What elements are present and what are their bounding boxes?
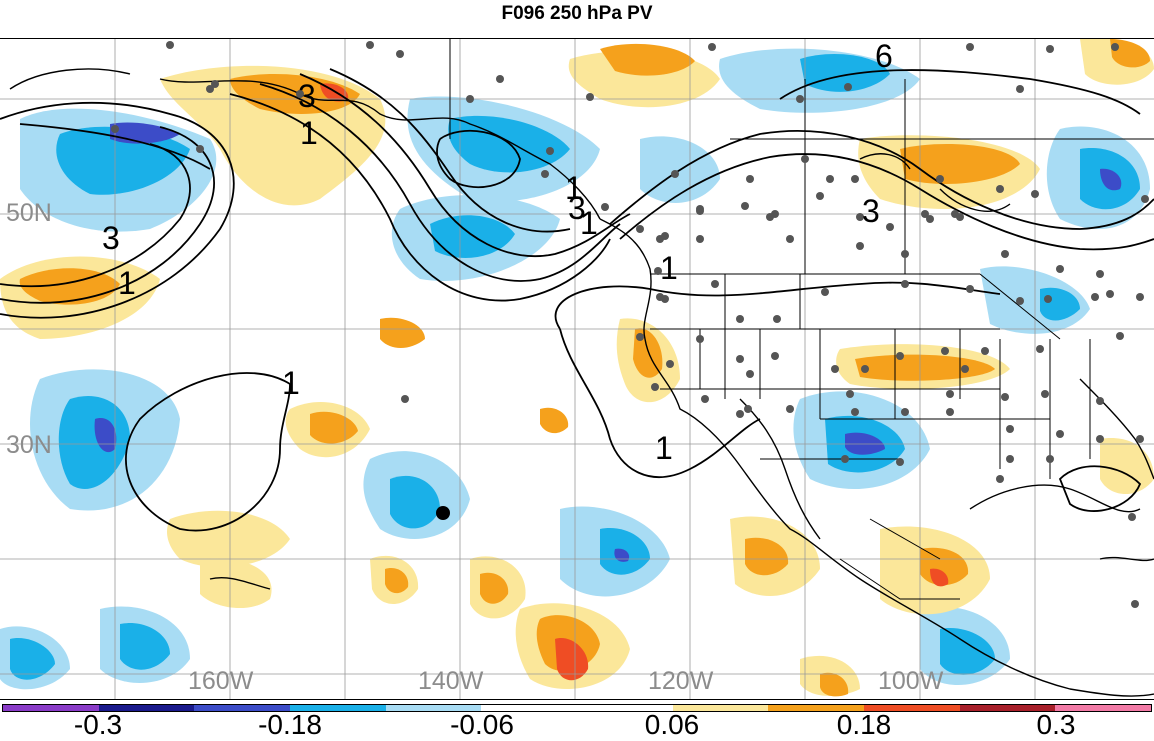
lat-label-30n: 30N (6, 431, 52, 459)
political-borders (449, 39, 1154, 600)
station-dots (111, 41, 1149, 608)
colorbar-label: -0.06 (450, 709, 514, 740)
lat-label-50n: 50N (6, 199, 52, 227)
lon-label-100w: 100W (878, 667, 944, 695)
lon-label-120w: 120W (648, 667, 714, 695)
contour-label: 3 (298, 78, 316, 114)
negative-pv-mid-areas (10, 54, 1140, 680)
contour-label: 1 (660, 250, 678, 286)
colorbar-swatch (98, 705, 195, 711)
contour-label: 1 (655, 430, 673, 466)
contour-label: 1 (118, 265, 136, 301)
colorbar-swatch (3, 705, 99, 711)
positive-pv-red-areas (320, 83, 949, 681)
map-title: F096 250 hPa PV (501, 3, 653, 24)
colorbar-swatch (864, 705, 960, 711)
contour-label: 1 (282, 365, 300, 401)
colorbar-swatch (1055, 705, 1152, 711)
coastlines (9, 68, 1154, 697)
colorbar-swatch (768, 705, 865, 711)
contour-label: 6 (875, 39, 893, 74)
colorbar-label: -0.18 (258, 709, 322, 740)
map-panel: 3 1 3 1 1 3 6 3 1 1 1 1 50N 30N 160W 140… (0, 38, 1154, 700)
colorbar-label: 0.06 (644, 709, 700, 740)
lon-label-140w: 140W (418, 667, 484, 695)
contour-label-group: 3 1 3 1 1 3 6 3 1 1 1 1 (102, 39, 893, 466)
contour-label: 3 (102, 220, 120, 256)
colorbar-swatch (959, 705, 1056, 711)
contour-label: 1 (565, 170, 583, 206)
colorbar-label: 0.18 (836, 709, 892, 740)
colorbar (2, 704, 1152, 712)
colorbar-swatch (577, 705, 673, 711)
colorbar-swatch (481, 705, 578, 711)
storm-marker (436, 506, 450, 520)
lon-label-160w: 160W (188, 667, 254, 695)
pv-map: 3 1 3 1 1 3 6 3 1 1 1 1 (0, 39, 1154, 699)
contour-label: 1 (300, 115, 318, 151)
colorbar-label: -0.3 (73, 709, 123, 740)
colorbar-swatch (194, 705, 291, 711)
colorbar-swatch (290, 705, 386, 711)
colorbar-swatch (672, 705, 769, 711)
colorbar-swatch (385, 705, 482, 711)
contour-label: 3 (568, 190, 586, 226)
contour-label: 1 (580, 205, 598, 241)
contour-label: 3 (862, 193, 880, 229)
colorbar-label: 0.3 (1036, 709, 1076, 740)
